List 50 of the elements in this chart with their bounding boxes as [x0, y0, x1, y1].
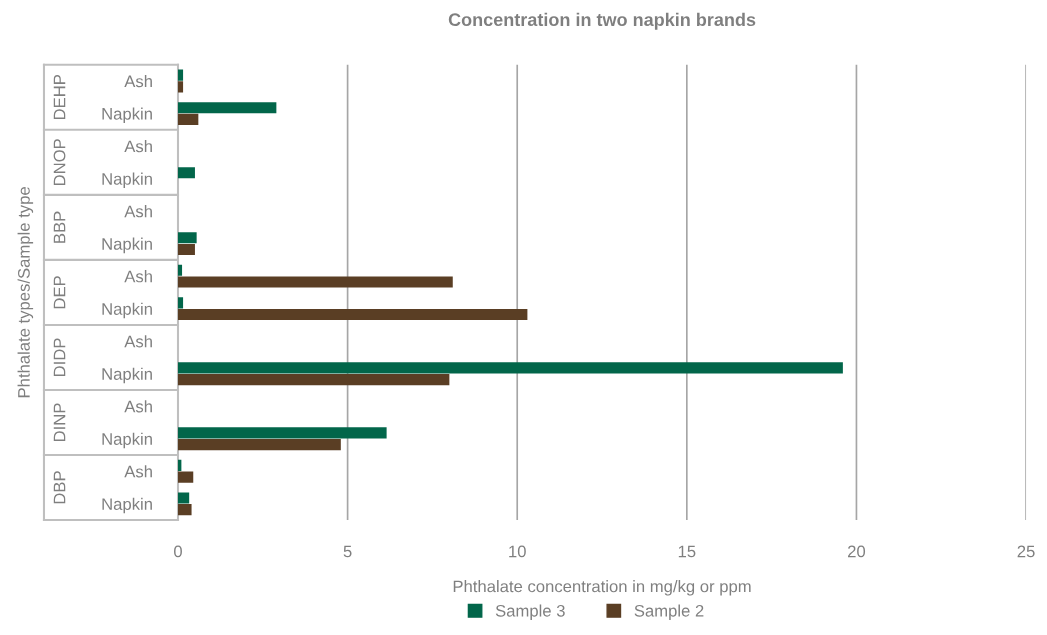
x-tick-label: 25	[1017, 545, 1035, 558]
y-tick-label: Ash	[124, 465, 152, 478]
y-tick-label: Napkin	[102, 432, 152, 449]
bar	[177, 297, 184, 309]
y-tick-label: Ash	[124, 335, 152, 348]
chart-title: Concentration in two napkin brands	[448, 12, 756, 30]
bar	[177, 308, 528, 321]
bar	[177, 492, 190, 504]
text: DEP	[53, 276, 66, 309]
x-tick-label: 15	[678, 545, 696, 558]
text: DNOP	[53, 139, 66, 186]
y-tick-label: Napkin	[102, 497, 152, 514]
bar	[177, 232, 197, 244]
text: DIDP	[53, 338, 66, 376]
bar	[177, 374, 450, 386]
y-tick-label: Ash	[124, 270, 152, 283]
text: DBP	[53, 471, 66, 504]
bar	[177, 167, 195, 179]
bar	[177, 113, 199, 125]
legend-label: Sample 3	[495, 604, 565, 620]
bar	[177, 81, 184, 93]
y-tick-label: Napkin	[102, 367, 152, 384]
y-tick-label: Napkin	[102, 302, 152, 319]
bar	[177, 102, 277, 114]
legend-label: Sample 2	[634, 604, 704, 620]
bar	[177, 504, 192, 516]
text: BBP	[53, 211, 66, 243]
x-tick-label: 5	[343, 545, 352, 558]
y-tick-label: Ash	[124, 205, 152, 218]
x-tick-label: 0	[174, 545, 182, 558]
x-axis-title: Phthalate concentration in mg/kg or ppm	[453, 580, 751, 596]
bar	[177, 439, 341, 451]
x-tick-label: 10	[509, 545, 526, 558]
bar	[177, 276, 453, 288]
y-tick-label: Napkin	[102, 172, 152, 189]
y-axis-title: Phthalate types/Sample type	[17, 187, 34, 398]
text: DEHP	[53, 75, 66, 120]
bar	[177, 362, 843, 374]
bar	[177, 427, 387, 439]
y-tick-label: Ash	[124, 74, 152, 88]
bar	[177, 264, 183, 276]
bar	[177, 471, 194, 483]
y-tick-label: Ash	[124, 400, 152, 413]
y-tick-label: Ash	[124, 140, 152, 153]
y-tick-label: Napkin	[102, 107, 152, 124]
bar	[177, 243, 195, 256]
bar	[177, 69, 184, 81]
y-tick-label: Napkin	[102, 237, 152, 254]
x-tick-label: 20	[848, 545, 866, 558]
text: DINP	[53, 403, 66, 442]
